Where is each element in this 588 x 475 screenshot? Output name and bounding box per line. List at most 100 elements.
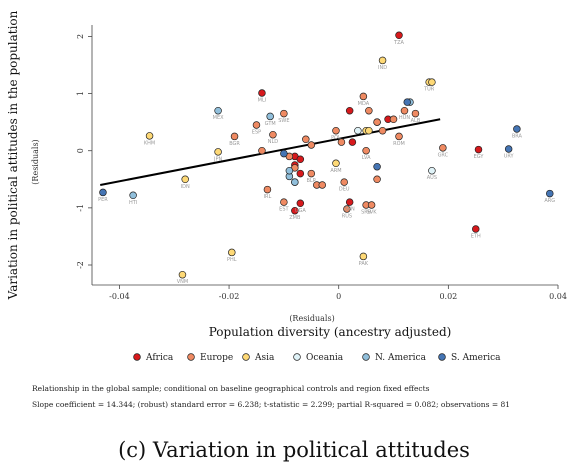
data-point (178, 270, 187, 279)
x-tick-label: -0.02 (219, 292, 240, 301)
data-point (411, 109, 420, 118)
data-point-label: SVK (367, 210, 378, 216)
footnote-statistics: Slope coefficient = 14.344; (robust) sta… (32, 400, 511, 409)
legend-marker (242, 353, 250, 361)
legend-label: Asia (254, 353, 275, 363)
x-axis-subtitle: (Residuals) (289, 314, 334, 323)
data-point (348, 138, 357, 146)
data-point (343, 205, 351, 213)
data-point (214, 106, 222, 115)
y-tick-label: -1 (76, 204, 85, 212)
data-point (439, 144, 447, 152)
data-points (99, 31, 554, 279)
data-point (389, 115, 398, 124)
footnote-sample: Relationship in the global sample; condi… (32, 384, 430, 393)
x-tick-label: 0.02 (439, 292, 457, 301)
data-point (258, 146, 266, 155)
data-point (181, 175, 189, 184)
data-point-label: SRB (361, 210, 372, 216)
data-point (266, 112, 274, 121)
data-point (307, 169, 316, 178)
data-point (345, 198, 354, 206)
data-point-label: ZMB (289, 215, 301, 221)
data-point (269, 130, 277, 139)
data-point-label: DEU (339, 187, 350, 193)
data-point (345, 106, 354, 115)
data-point (400, 106, 409, 115)
data-point (365, 126, 373, 135)
data-point (230, 132, 239, 141)
data-point (428, 166, 436, 175)
data-point-label: BGR (229, 141, 240, 147)
data-point (472, 225, 480, 233)
data-point (354, 126, 362, 135)
data-point (318, 181, 327, 189)
y-axis-subtitle: (Residuals) (31, 139, 40, 184)
data-point-label: RUS (342, 214, 352, 220)
y-tick-label: 1 (76, 91, 85, 96)
data-point-label: NLD (268, 139, 279, 145)
data-point (362, 146, 370, 155)
data-point-label: KHM (144, 140, 155, 146)
chart-axes: -2 -1 0 1 2 -0.04 -0.02 0 0.02 0.04 (76, 25, 567, 301)
data-point-label: JPN (213, 156, 222, 162)
data-point-label: EST (279, 207, 289, 213)
data-point (359, 92, 368, 101)
data-point-label: GRC (438, 152, 449, 158)
data-point (378, 56, 387, 65)
data-point-label: AUS (427, 175, 437, 181)
data-point (285, 166, 294, 175)
data-point-label: ESP (252, 130, 261, 136)
data-point (291, 178, 299, 186)
data-point-label: UGA (295, 208, 307, 214)
data-point (395, 132, 403, 141)
legend: Africa Europe Asia Oceania N. America S. Amer… (133, 353, 501, 363)
data-point (263, 185, 272, 194)
data-point (513, 125, 521, 133)
figure-caption: (c) Variation in political attitudes (118, 438, 470, 462)
data-point-label: MEX (213, 115, 224, 121)
legend-marker (293, 353, 301, 361)
data-point-label: HTI (129, 200, 137, 206)
legend-marker (362, 353, 370, 361)
data-point-label: IDN (181, 184, 190, 190)
data-point-label: EGY (474, 154, 485, 160)
data-point (99, 188, 107, 197)
data-point (291, 206, 299, 215)
y-axis-title: Variation in political attitudes in the … (6, 10, 20, 300)
data-point (332, 159, 340, 168)
data-point-label: IND (378, 65, 387, 71)
data-point (428, 78, 436, 86)
legend-marker (187, 353, 195, 361)
data-point-label: LVA (362, 155, 371, 161)
legend-marker (438, 353, 446, 361)
y-tick-label: -2 (76, 261, 85, 269)
data-point (546, 189, 554, 198)
data-point (359, 252, 368, 261)
data-point-label: BRA (512, 134, 523, 140)
data-point-label: MLI (258, 98, 267, 104)
data-point (403, 98, 411, 106)
x-tick-label: 0 (336, 292, 341, 301)
data-point (332, 126, 340, 135)
data-point (214, 148, 222, 156)
data-point (378, 126, 387, 135)
data-point (252, 121, 261, 129)
data-point-label: TUR (423, 87, 435, 93)
data-point-label: BLR (306, 178, 316, 184)
data-point (296, 155, 305, 164)
data-point (228, 248, 236, 257)
data-point (258, 89, 266, 97)
data-point-label: MDA (358, 101, 370, 107)
data-point (340, 178, 348, 186)
legend-label: Africa (145, 353, 174, 363)
data-point-label: POL (331, 135, 341, 141)
data-point (365, 106, 373, 115)
data-point (280, 109, 288, 118)
x-axis-title: Population diversity (ancestry adjusted) (209, 325, 452, 339)
data-point (367, 201, 376, 209)
data-point (337, 138, 346, 146)
data-point (280, 198, 288, 206)
legend-label: Oceania (306, 353, 344, 363)
